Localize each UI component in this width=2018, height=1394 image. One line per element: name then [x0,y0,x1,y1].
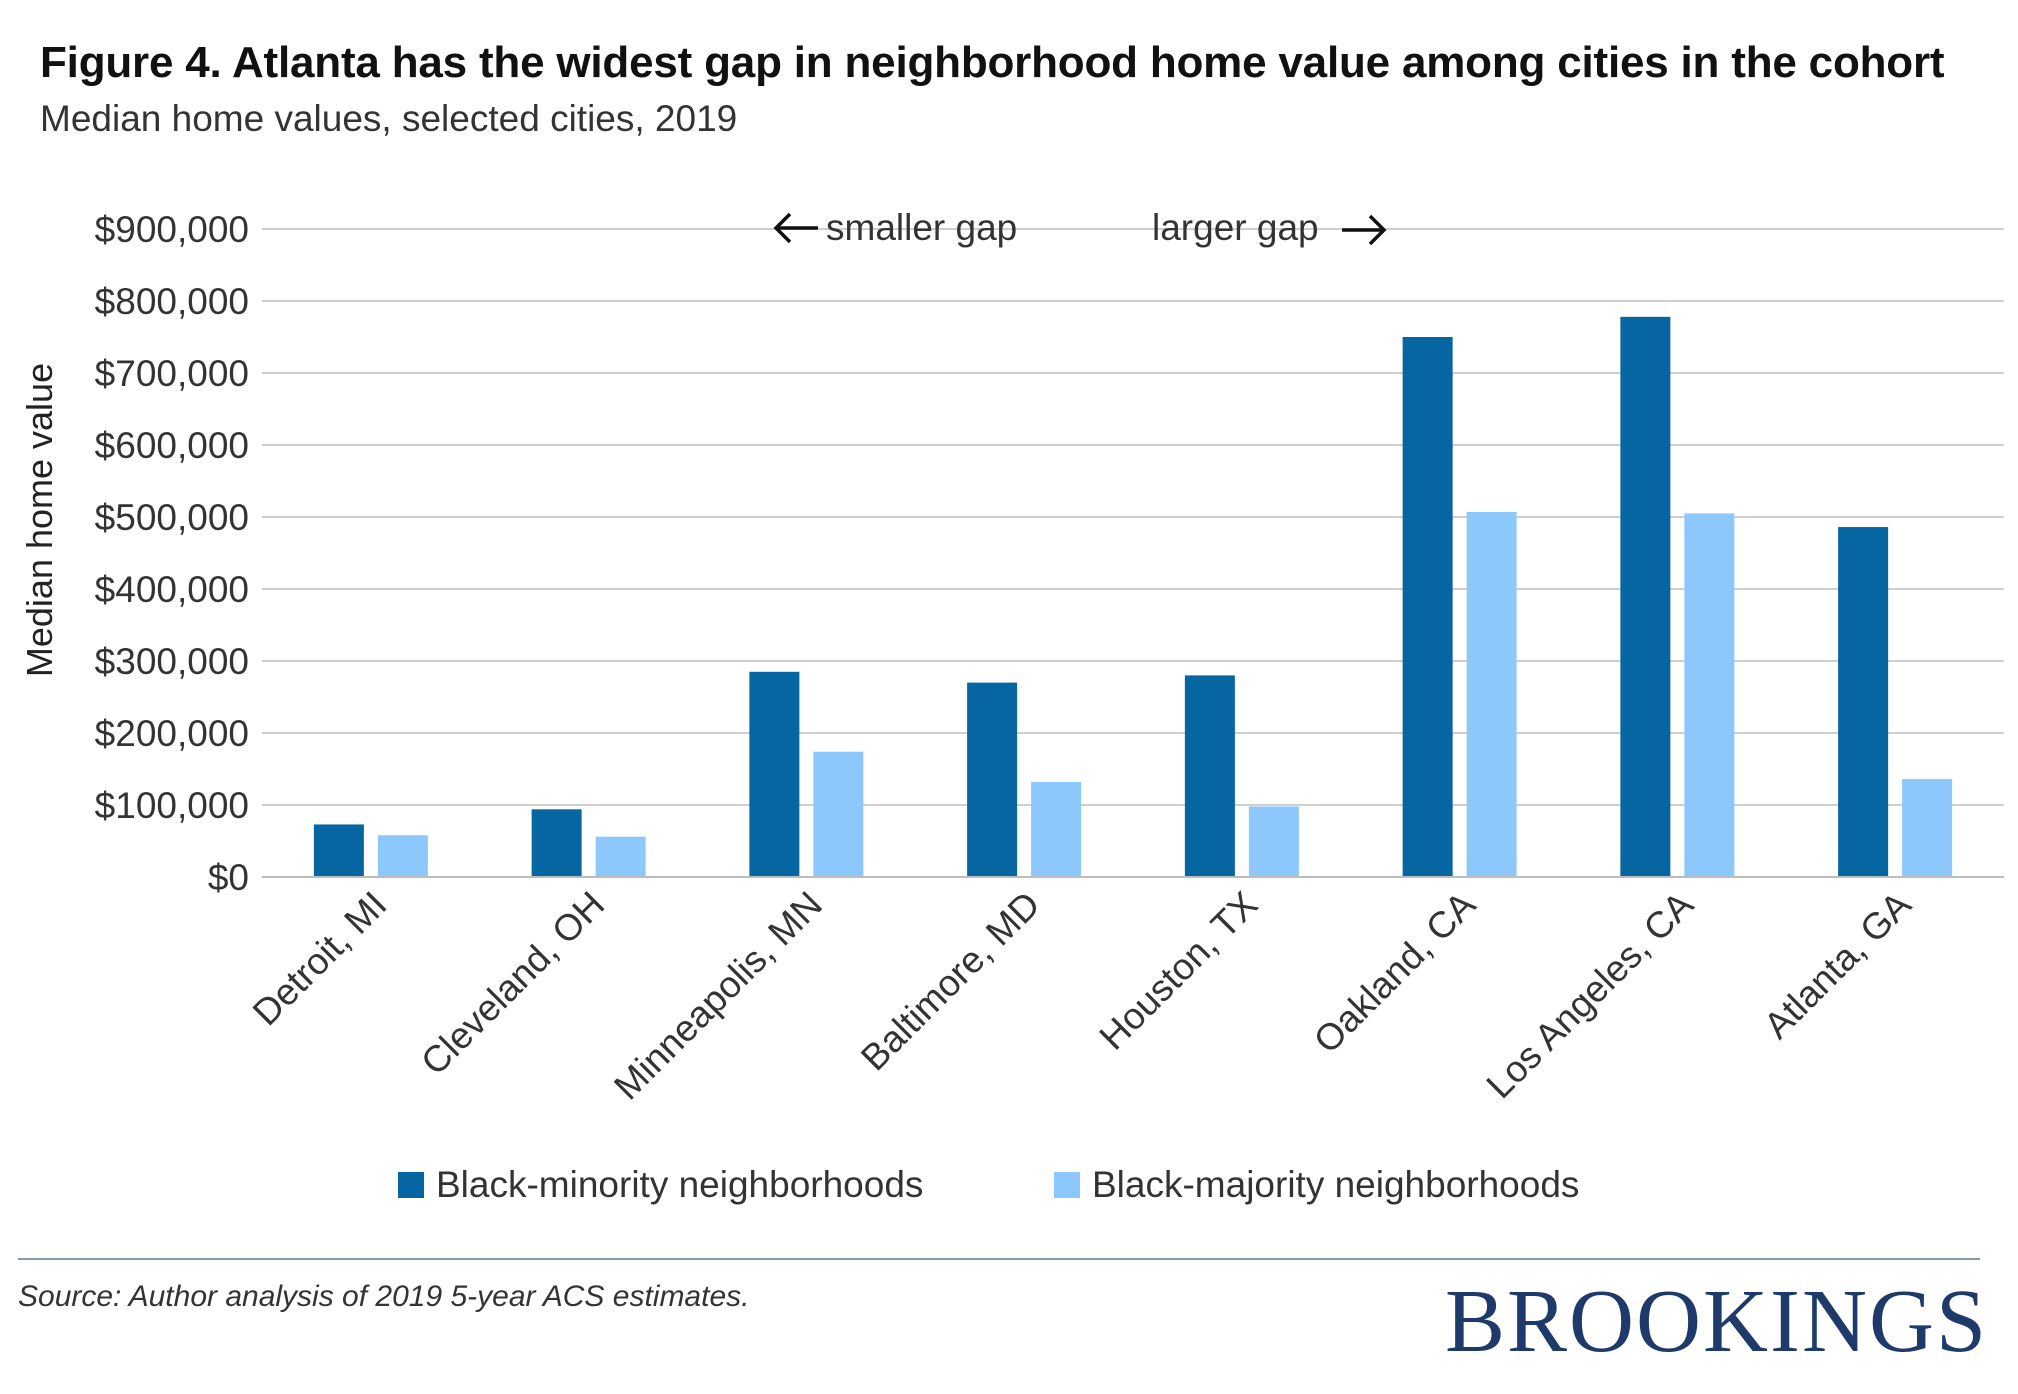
y-tick-label: $800,000 [95,281,249,322]
legend-label-majority: Black-majority neighborhoods [1092,1164,1579,1205]
right-arrow-icon [1342,214,1387,246]
x-tick-label: Baltimore, MD [853,884,1048,1079]
y-tick-label: $900,000 [95,209,249,250]
y-tick-label: $100,000 [95,785,249,826]
legend: Black-minority neighborhoods Black-major… [398,1164,1579,1205]
x-tick-label: Detroit, MI [245,884,395,1034]
bar-black-minority [749,671,800,877]
gap-annotation: smaller gap larger gap [773,207,1387,248]
brookings-logo: BROOKINGS [1444,1272,1988,1371]
grid-lines [262,228,2004,806]
annotation-larger-gap: larger gap [1152,207,1319,248]
y-tick-label: $400,000 [95,569,249,610]
y-tick-label: $700,000 [95,353,249,394]
y-tick-label: $0 [208,857,249,898]
x-tick-label: Minneapolis, MN [606,884,830,1108]
bar-black-majority [595,836,646,877]
x-tick-label: Oakland, CA [1306,883,1484,1061]
legend-label-minority: Black-minority neighborhoods [436,1164,923,1205]
bar-black-minority [1402,337,1453,877]
y-tick-label: $500,000 [95,497,249,538]
bar-black-minority [1184,675,1235,877]
x-tick-label: Los Angeles, CA [1479,883,1702,1106]
legend-swatch-minority [398,1172,424,1198]
bar-black-majority [1684,513,1735,877]
bar-black-minority [967,682,1018,877]
chart-title: Figure 4. Atlanta has the widest gap in … [40,38,1945,87]
chart-subtitle: Median home values, selected cities, 201… [40,98,738,139]
y-tick-label: $200,000 [95,713,249,754]
left-arrow-icon [773,212,818,244]
bar-black-majority [1902,779,1953,877]
bars [313,316,1953,878]
footer-divider [18,1258,1980,1260]
legend-swatch-majority [1054,1172,1080,1198]
annotation-smaller-gap: smaller gap [826,207,1017,248]
x-tick-label: Houston, TX [1092,884,1266,1058]
bar-black-majority [1248,806,1299,877]
source-note: Source: Author analysis of 2019 5-year A… [18,1280,750,1313]
x-tick-label: Atlanta, GA [1756,883,1919,1046]
bar-black-majority [377,835,428,877]
y-axis-label: Median home value [19,363,60,677]
bar-chart: $0 $100,000 $200,000 $300,000 $400,000 $500,0… [19,207,2004,1205]
bar-black-minority [1838,527,1889,877]
y-tick-label: $600,000 [95,425,249,466]
y-tick-label: $300,000 [95,641,249,682]
bar-black-majority [1466,511,1517,877]
bar-black-majority [1031,781,1082,877]
x-tick-label: Cleveland, OH [413,884,612,1083]
bar-black-majority [813,751,864,877]
y-axis-ticks: $0 $100,000 $200,000 $300,000 $400,000 $500,0… [95,209,249,898]
bar-black-minority [313,824,364,877]
bar-black-minority [531,809,582,877]
bar-black-minority [1620,316,1671,878]
